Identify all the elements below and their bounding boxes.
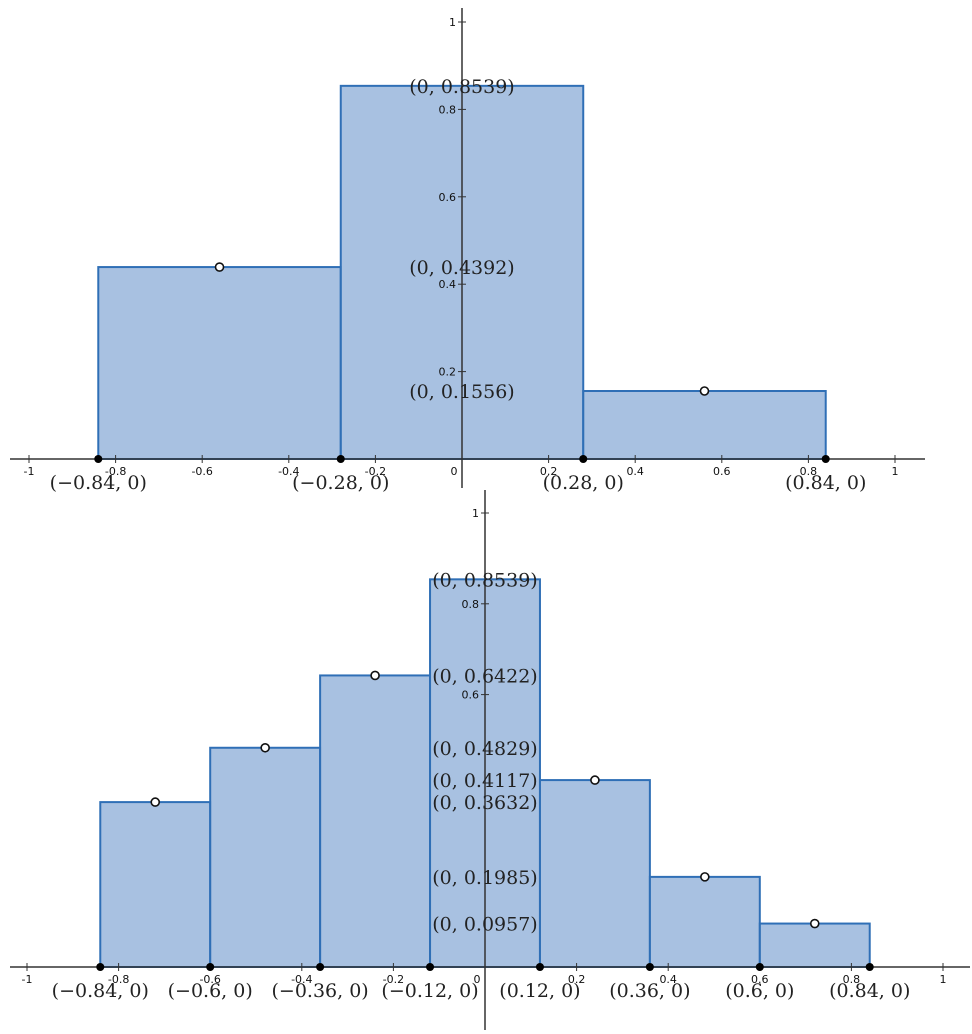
bar-height-label: (0, 0.6422): [432, 665, 537, 687]
x-tick-label: 0.6: [751, 973, 769, 986]
partition-point-label: (0.6, 0): [725, 980, 794, 1002]
bar-height-label: (0, 0.8539): [409, 76, 514, 98]
x-tick-label: 0.8: [843, 973, 861, 986]
bar-height-label: (0, 0.3632): [432, 792, 537, 814]
x-tick-label: 0.2: [568, 973, 586, 986]
x-tick-label: -0.6: [199, 973, 220, 986]
riemann-bar: [538, 779, 651, 968]
sample-point: [699, 386, 710, 396]
partition-point-label: (0.84, 0): [829, 980, 910, 1002]
sample-point: [590, 775, 600, 785]
partition-point-label: (0.84, 0): [785, 472, 866, 494]
x-tick-label: -0.4: [278, 465, 299, 478]
partition-point: [755, 963, 764, 971]
x-tick-label: -0.8: [108, 973, 129, 986]
x-tick-label: -0.4: [291, 973, 312, 986]
bar-height-label: (0, 0.1985): [432, 867, 537, 889]
partition-point-label: (0.12, 0): [499, 980, 580, 1002]
riemann-bar: [758, 922, 871, 968]
x-tick-label: -0.8: [105, 465, 126, 478]
partition-point: [336, 455, 345, 463]
bar-height-label: (0, 0.4117): [432, 770, 537, 792]
sample-point: [700, 872, 710, 882]
y-tick-label: 0.8: [439, 103, 457, 116]
y-tick-label: 1: [472, 507, 479, 520]
partition-point-label: (−0.84, 0): [52, 980, 149, 1002]
chart-upper-three-rectangles: -1 -0.8 -0.6 -0.4 -0.2 0 0.2 0.4 0.6 0.8 1 0.2 0.4 0.…: [10, 8, 925, 494]
partition-point: [865, 963, 874, 971]
chart-lower-seven-rectangles: -1 -0.8 -0.6 -0.4 -0.2 0 0.2 0.4 0.6 0.8 1 0.6 0.8 1 (…: [10, 490, 970, 1030]
partition-point: [579, 455, 588, 463]
y-tick-label: 0.4: [439, 278, 457, 291]
riemann-bar: [97, 266, 342, 461]
x-tick-label: -0.6: [191, 465, 212, 478]
partition-point-label: (−0.84, 0): [50, 472, 147, 494]
partition-point-label: (−0.36, 0): [272, 980, 369, 1002]
bar-height-label: (0, 0.1556): [409, 381, 514, 403]
x-tick-label: -0.2: [383, 973, 404, 986]
sample-point: [370, 670, 380, 681]
bar-height-label: (0, 0.4829): [432, 738, 537, 760]
partition-point-label: (0.36, 0): [609, 980, 690, 1002]
x-tick-label: 0: [474, 973, 481, 986]
partition-point: [645, 963, 654, 971]
sample-point: [809, 918, 820, 929]
y-tick-label: 0.2: [439, 366, 457, 379]
partition-point-label: (0.28, 0): [543, 472, 624, 494]
partition-point: [426, 963, 435, 971]
partition-point-label: (−0.6, 0): [168, 980, 253, 1002]
x-tick-label: -0.2: [365, 465, 386, 478]
sample-point: [214, 262, 225, 272]
partition-point: [206, 963, 215, 971]
x-tick-label: 0.4: [626, 465, 644, 478]
y-tick-label: 1: [449, 16, 456, 29]
x-tick-label: 1: [940, 973, 947, 986]
x-tick-label: 0.2: [540, 465, 558, 478]
riemann-bar: [582, 390, 827, 461]
riemann-bar: [319, 674, 432, 969]
x-tick-label: 0.8: [800, 465, 818, 478]
partition-point-label: (−0.28, 0): [292, 472, 389, 494]
x-tick-label: 1: [892, 465, 899, 478]
y-tick-label: 0.6: [439, 191, 457, 204]
x-tick-label: 0.6: [713, 465, 731, 478]
riemann-bar: [209, 746, 322, 969]
x-tick-label: -1: [22, 973, 33, 986]
partition-point: [96, 963, 105, 971]
x-tick-label: -1: [24, 465, 35, 478]
partition-point-label: (−0.12, 0): [381, 980, 478, 1002]
sample-point: [150, 797, 161, 807]
bar-height-label: (0, 0.0957): [432, 914, 537, 936]
bar-height-label: (0, 0.4392): [409, 257, 514, 279]
x-tick-label: 0.4: [659, 973, 677, 986]
riemann-bar: [648, 875, 761, 968]
riemann-bar: [99, 801, 212, 968]
sample-point: [260, 742, 270, 753]
y-tick-label: 0.8: [462, 598, 480, 611]
y-tick-label: 0.6: [462, 689, 480, 702]
partition-point: [94, 455, 103, 463]
partition-point: [821, 455, 830, 463]
bar-height-label: (0, 0.8539): [432, 569, 537, 591]
partition-point: [316, 963, 325, 971]
partition-point: [535, 963, 544, 971]
x-tick-label: 0: [451, 465, 458, 478]
